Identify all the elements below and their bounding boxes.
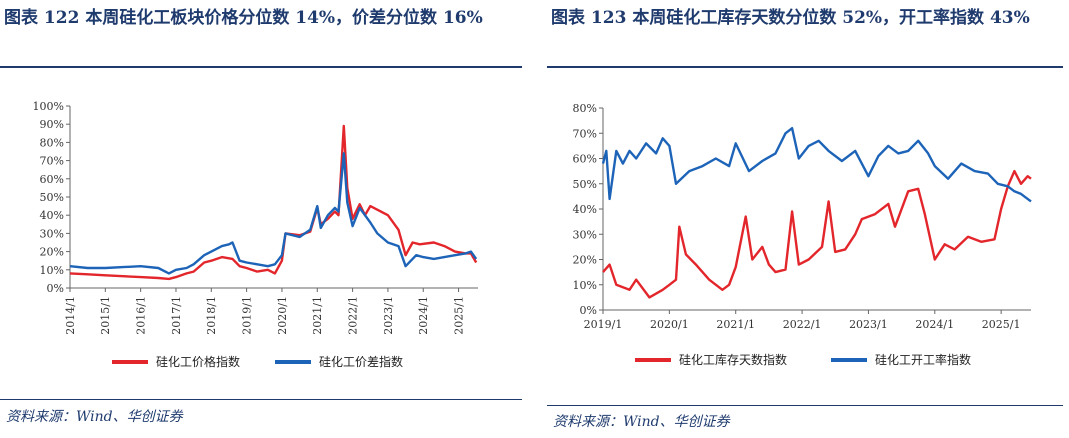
x-tick-label: 2023/1 [849, 318, 888, 331]
x-tick-label: 2025/1 [452, 296, 465, 335]
y-tick-label: 0% [580, 304, 597, 317]
x-tick-label: 2020/1 [276, 296, 289, 335]
y-tick-label: 80% [40, 136, 64, 149]
legend-label-0: 硅化工价格指数 [156, 354, 240, 369]
y-tick-label: 40% [573, 203, 597, 216]
x-tick-label: 2017/1 [170, 296, 183, 335]
x-tick-label: 2019/1 [584, 318, 623, 331]
series-line-1 [69, 152, 478, 275]
x-tick-label: 2022/1 [783, 318, 822, 331]
figure-122-chart: 0% 10% 20% 30% 40% 50% 60% 70% 80% 90% 100% 2014/1 2… [33, 100, 478, 369]
y-tick-label: 60% [573, 153, 597, 166]
figure-123-chart: 0% 10% 20% 30% 40% 50% 60% 70% 80% 2019/1 2020/1 20… [573, 102, 1032, 367]
x-tick-label: 2024/1 [915, 318, 954, 331]
y-tick-label: 60% [40, 173, 64, 186]
series-line-1 [601, 126, 1032, 203]
figure-122-bottom-rule [0, 399, 522, 400]
x-tick-label: 2022/1 [346, 296, 359, 335]
figure-123-bottom-rule [547, 405, 1063, 406]
y-tick-label: 70% [40, 155, 64, 168]
figure-122-title: 图表 122 本周硅化工板块价格分位数 14%，价差分位数 16% [4, 8, 483, 28]
y-tick-label: 50% [573, 178, 597, 191]
y-tick-label: 20% [40, 246, 64, 259]
x-tick-label: 2019/1 [240, 296, 253, 335]
y-tick-label: 50% [40, 191, 64, 204]
x-tick-label: 2015/1 [99, 296, 112, 335]
y-tick-label: 30% [573, 228, 597, 241]
legend-label-1: 硅化工开工率指数 [875, 352, 971, 367]
x-tick-label: 2023/1 [382, 296, 395, 335]
x-tick-label: 2025/1 [982, 318, 1021, 331]
x-tick-label: 2024/1 [417, 296, 430, 335]
y-tick-label: 90% [40, 118, 64, 131]
y-tick-label: 80% [573, 102, 597, 115]
y-tick-label: 30% [40, 227, 64, 240]
figure-122-source: 资料来源：Wind、华创证券 [6, 409, 183, 425]
y-tick-label: 0% [47, 282, 64, 295]
x-tick-label: 2021/1 [716, 318, 755, 331]
y-tick-label: 100% [33, 100, 64, 113]
legend-label-0: 硅化工库存天数指数 [679, 352, 787, 367]
x-tick-label: 2018/1 [205, 296, 218, 335]
x-tick-label: 2016/1 [134, 296, 147, 335]
y-tick-label: 20% [573, 254, 597, 267]
series-line-0 [602, 169, 1032, 299]
figure-123-top-rule [547, 66, 1063, 68]
y-tick-label: 70% [573, 127, 597, 140]
x-tick-label: 2020/1 [650, 318, 689, 331]
x-tick-label: 2014/1 [64, 296, 77, 335]
figure-122-top-rule [0, 66, 522, 68]
figure-123-title: 图表 123 本周硅化工库存天数分位数 52%，开工率指数 43% [551, 8, 1030, 28]
x-tick-label: 2021/1 [311, 296, 324, 335]
legend-label-1: 硅化工价差指数 [319, 354, 403, 369]
y-tick-label: 40% [40, 209, 64, 222]
figure-123-source: 资料来源：Wind、华创证券 [553, 414, 730, 430]
y-tick-label: 10% [40, 264, 64, 277]
y-tick-label: 10% [573, 279, 597, 292]
